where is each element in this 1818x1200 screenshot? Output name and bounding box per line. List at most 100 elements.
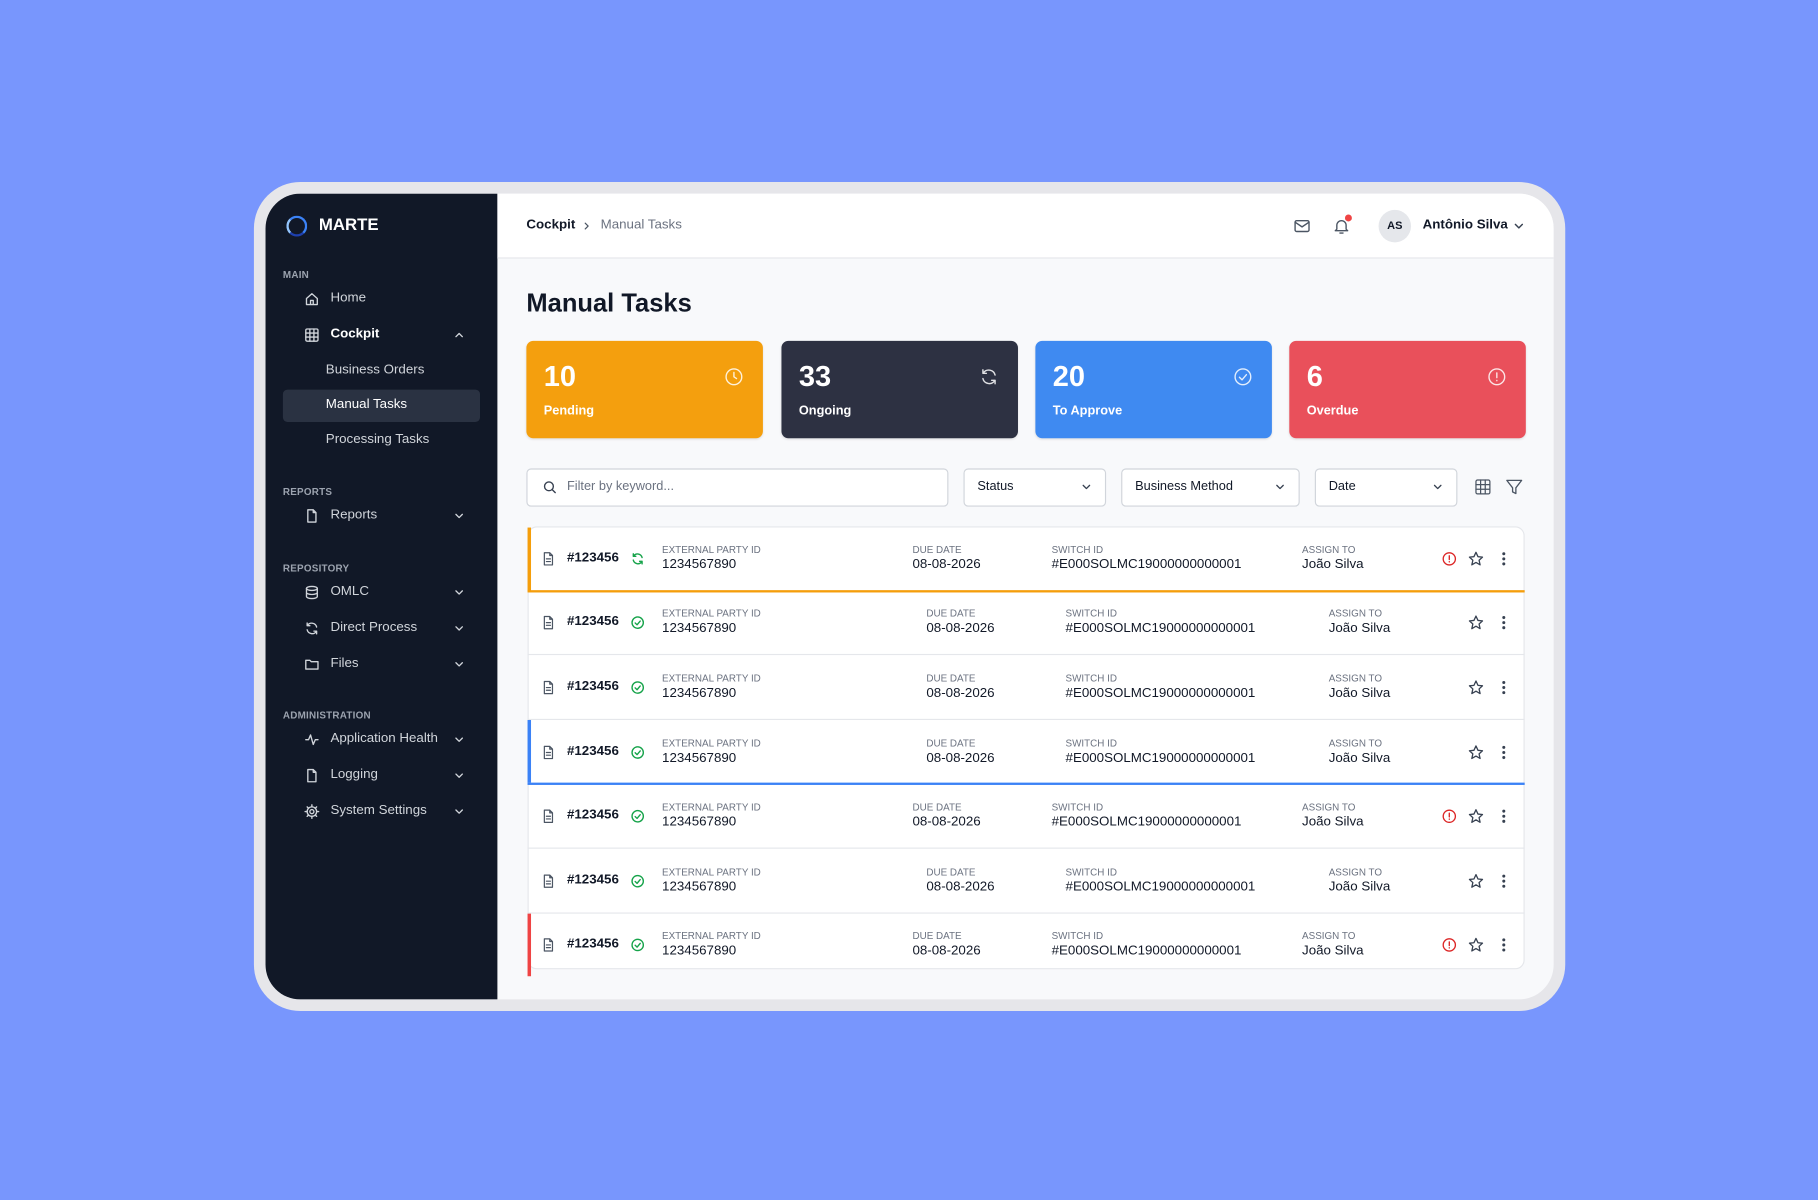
column-label: ASSIGN TO [1328,672,1383,684]
column-label: SWITCH ID [1051,801,1104,813]
grid-view-button[interactable] [1474,478,1493,497]
task-status-part-part [634,749,641,755]
favorite-button[interactable] [1467,808,1484,825]
task-status-part [631,939,645,952]
stat-icon-part-part [1488,368,1506,386]
task-status-part-part [634,878,641,884]
overdue-alert [1441,937,1457,953]
row-menu-button-part-part [1502,874,1506,878]
nav-chevron-part [455,773,463,778]
notifications-button[interactable] [1332,217,1351,236]
nav-item[interactable]: Manual Tasks [325,397,408,412]
row-menu-button[interactable] [1495,614,1512,631]
row-menu-button[interactable] [1495,937,1512,954]
nav-chevron-part [455,513,463,519]
column-label: ASSIGN TO [1302,930,1356,942]
row-menu-button-part [1502,680,1506,695]
row-menu-button[interactable] [1495,743,1512,760]
column-label: ASSIGN TO [1302,801,1356,813]
notifications-button-part [1334,220,1349,234]
nav-item[interactable]: System Settings [330,803,427,818]
filter-dropdown[interactable] [1314,468,1458,507]
mail-button[interactable] [1293,217,1312,236]
column-value: 08-08-2026 [926,879,995,894]
user-name[interactable]: Antônio Silva [1422,218,1508,233]
dropdown-chevron [1274,481,1287,494]
column-value: #E000SOLMC19000000000001 [1051,944,1242,959]
breadcrumb-separator [581,220,593,232]
favorite-button-part-part [1468,615,1484,630]
stat-label: To Approve [1052,403,1123,418]
overdue-alert-part-part [1442,938,1457,953]
row-menu-button[interactable] [1495,679,1512,696]
row-doc-icon-part-part [543,551,554,566]
favorite-button-part [1468,744,1484,759]
nav-item[interactable]: Cockpit [330,327,380,341]
column-label: DUE DATE [926,607,976,620]
favorite-button[interactable] [1467,937,1484,954]
row-menu-button[interactable] [1495,872,1512,889]
task-status [630,616,645,631]
stat-card[interactable] [526,340,763,439]
nav-item[interactable]: Logging [330,767,378,782]
breadcrumb-item[interactable]: Cockpit [526,218,576,233]
stat-icon [979,366,1000,387]
favorite-button[interactable] [1467,743,1484,760]
favorite-button[interactable] [1467,550,1484,567]
row-doc-icon-part [543,874,554,888]
nav-item[interactable]: Business Orders [325,363,425,377]
row-divider [527,912,1525,914]
nav-item[interactable]: Reports [330,507,378,522]
task-status [630,551,645,566]
search-input[interactable] [526,468,949,507]
nav-icon-part-part [307,509,317,523]
nav-item[interactable]: OMLC [330,584,369,599]
nav-item[interactable]: Application Health [330,731,438,746]
nav-icon [304,291,320,307]
nav-icon-part [307,509,317,523]
nav-icon-part-part [307,768,317,783]
column-value: #E000SOLMC19000000000001 [1051,557,1242,572]
stat-card[interactable] [1289,340,1526,439]
mail-button-part [1294,219,1310,233]
nav-chevron-part-part [455,513,463,519]
column-value: 08-08-2026 [912,815,981,830]
filter-dropdown[interactable] [963,468,1107,507]
filter-dropdown[interactable] [1121,468,1300,507]
nav-chevron-part-part [455,662,463,667]
favorite-button[interactable] [1467,614,1484,631]
overdue-alert-part [1442,809,1457,824]
grid-view-button-part [1475,479,1491,495]
avatar[interactable] [1378,209,1412,243]
column-value: João Silva [1328,879,1391,894]
nav-item[interactable]: Files [330,656,359,671]
row-menu-button[interactable] [1495,550,1512,567]
nav-item[interactable]: Direct Process [330,620,418,635]
nav-chevron-part [455,626,463,631]
row-menu-button[interactable] [1495,808,1512,825]
row-accent [527,913,532,977]
favorite-button[interactable] [1467,872,1484,889]
user-menu-chevron[interactable] [1512,219,1526,233]
task-status [630,809,645,824]
nav-icon-part-part [305,734,319,746]
row-menu-button-part-part [1502,755,1506,759]
column-value: 1234567890 [662,750,737,765]
nav-item[interactable]: Home [330,291,367,306]
stat-card[interactable] [781,340,1018,439]
column-value: 1234567890 [662,622,737,636]
row-divider [527,589,1525,593]
favorite-button[interactable] [1467,679,1484,696]
task-id: #123456 [566,937,619,952]
filter-button[interactable] [1504,477,1524,497]
task-status-part-part [634,943,641,949]
favorite-button-part [1468,938,1484,953]
task-id: #123456 [566,615,619,629]
nav-chevron-part [455,662,463,667]
column-label: SWITCH ID [1051,930,1104,942]
stat-icon-part [1488,368,1506,386]
row-menu-button-part-part [1502,809,1506,813]
stat-card[interactable] [1035,340,1272,439]
nav-item[interactable]: Processing Tasks [325,432,430,447]
overdue-alert-part-part [1442,551,1457,566]
